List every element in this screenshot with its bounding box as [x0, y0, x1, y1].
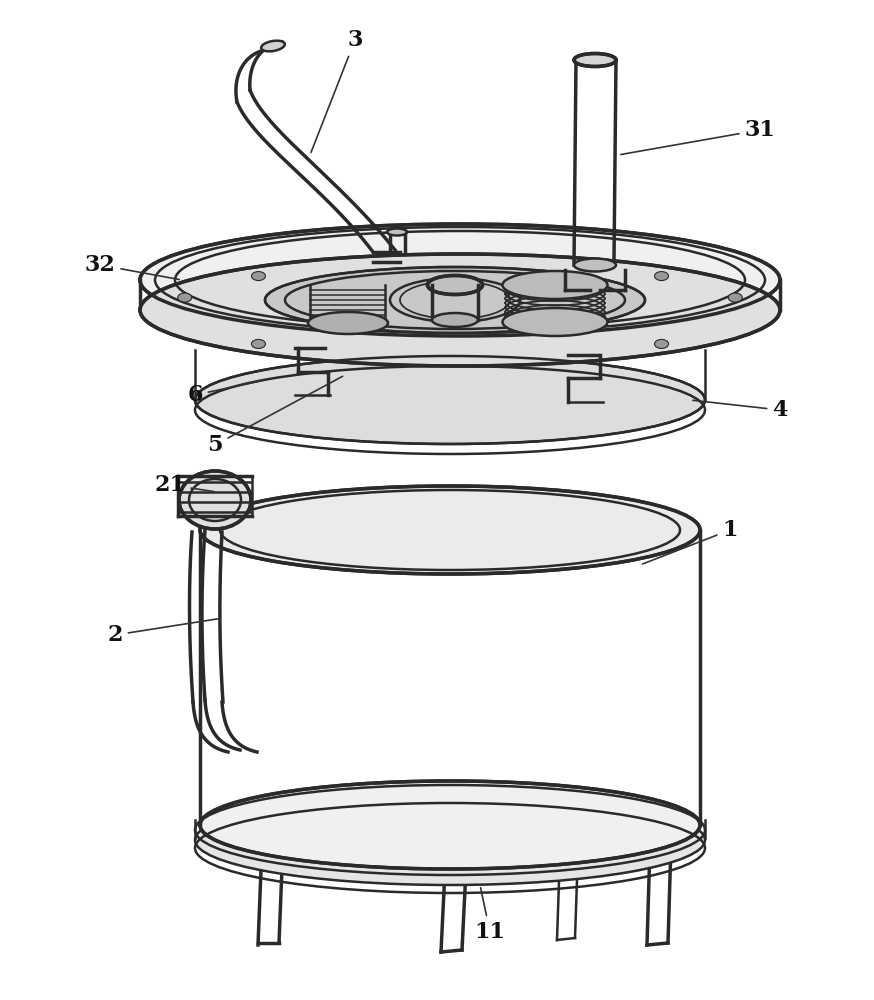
Text: 21: 21 [155, 474, 214, 496]
Ellipse shape [252, 272, 266, 281]
Text: 6: 6 [187, 381, 262, 406]
Ellipse shape [427, 275, 482, 294]
Ellipse shape [655, 272, 669, 281]
Text: 2: 2 [108, 618, 220, 646]
Ellipse shape [387, 229, 407, 235]
Ellipse shape [265, 267, 645, 333]
Text: 4: 4 [693, 399, 787, 421]
Ellipse shape [140, 224, 780, 336]
Ellipse shape [574, 53, 616, 66]
Ellipse shape [503, 271, 607, 299]
Ellipse shape [195, 356, 705, 444]
Text: 5: 5 [207, 376, 343, 456]
Text: 11: 11 [475, 888, 505, 943]
Text: 1: 1 [642, 519, 738, 564]
Ellipse shape [308, 312, 388, 334]
Ellipse shape [432, 313, 478, 327]
Ellipse shape [200, 781, 700, 869]
Ellipse shape [177, 293, 191, 302]
Ellipse shape [179, 471, 251, 529]
Ellipse shape [574, 258, 616, 271]
Text: 31: 31 [621, 119, 775, 155]
Ellipse shape [261, 41, 285, 51]
Ellipse shape [503, 308, 607, 336]
Ellipse shape [655, 339, 669, 348]
Ellipse shape [200, 486, 700, 574]
Ellipse shape [728, 293, 742, 302]
Ellipse shape [140, 254, 780, 366]
Text: 3: 3 [311, 29, 363, 152]
Ellipse shape [195, 795, 705, 885]
Text: 32: 32 [85, 254, 179, 280]
Ellipse shape [252, 339, 266, 348]
